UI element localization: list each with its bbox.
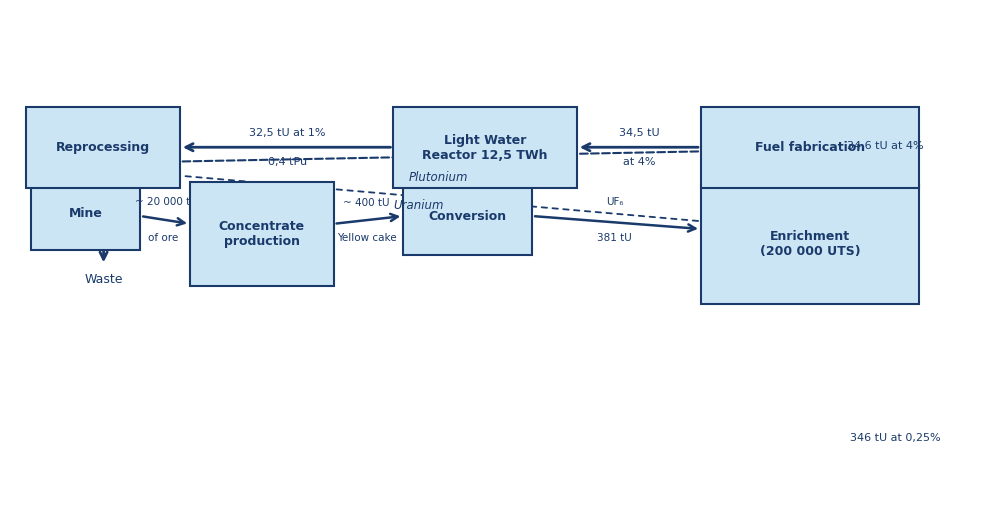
Text: 381 tU: 381 tU [596, 232, 631, 243]
Text: Fuel fabrication: Fuel fabrication [754, 141, 864, 154]
Text: Conversion: Conversion [428, 210, 506, 223]
FancyBboxPatch shape [700, 108, 918, 188]
Text: Mine: Mine [69, 207, 102, 220]
Text: Uranium: Uranium [393, 199, 443, 212]
Text: Enrichment
(200 000 UTS): Enrichment (200 000 UTS) [759, 230, 860, 258]
Text: Reprocessing: Reprocessing [56, 141, 150, 154]
Text: Waste: Waste [84, 273, 122, 286]
Text: of ore: of ore [148, 232, 178, 243]
Text: Yellow cake: Yellow cake [336, 232, 396, 243]
Text: Plutonium: Plutonium [408, 171, 467, 184]
Text: 34,5 tU: 34,5 tU [618, 128, 659, 138]
Text: 34,6 tU at 4%: 34,6 tU at 4% [846, 141, 922, 151]
FancyBboxPatch shape [403, 177, 532, 255]
Text: ~ 20 000 t: ~ 20 000 t [135, 197, 191, 207]
Text: at 4%: at 4% [622, 157, 655, 166]
Text: 32,5 tU at 1%: 32,5 tU at 1% [248, 128, 325, 138]
Text: ~ 400 tU: ~ 400 tU [343, 198, 390, 209]
Text: Light Water
Reactor 12,5 TWh: Light Water Reactor 12,5 TWh [421, 134, 548, 162]
Text: Concentrate
production: Concentrate production [219, 220, 304, 248]
FancyBboxPatch shape [26, 108, 180, 188]
FancyBboxPatch shape [31, 177, 140, 250]
Text: 0,4 tPu: 0,4 tPu [267, 157, 306, 166]
FancyBboxPatch shape [393, 108, 577, 188]
FancyBboxPatch shape [190, 183, 333, 286]
Text: UF₆: UF₆ [605, 197, 622, 207]
FancyBboxPatch shape [700, 185, 918, 304]
Text: 346 tU at 0,25%: 346 tU at 0,25% [849, 434, 939, 444]
